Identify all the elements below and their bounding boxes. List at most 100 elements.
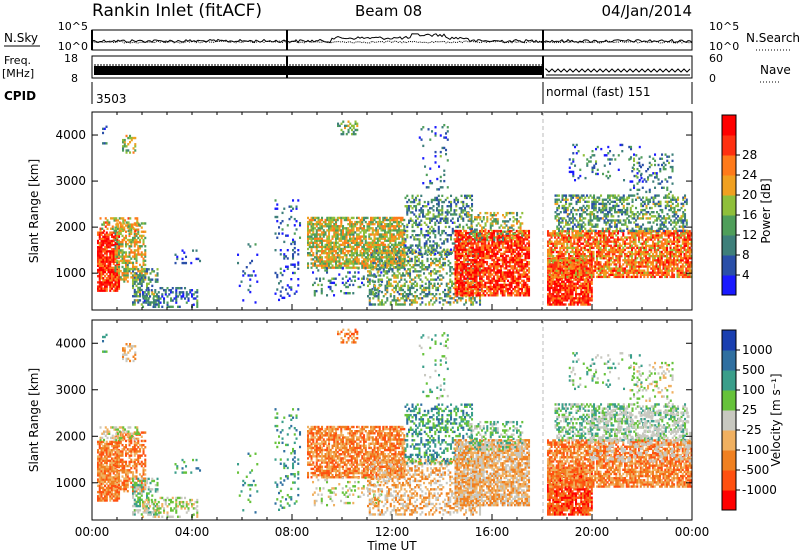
power-echo-cell: [144, 264, 146, 266]
power-echo-cell: [472, 255, 474, 257]
power-echo-cell: [280, 290, 282, 292]
power-echo-cell: [483, 216, 485, 218]
power-echo-cell: [151, 268, 153, 270]
power-echo-cell: [458, 242, 460, 244]
power-echo-cell: [382, 256, 384, 258]
power-echo-cell: [450, 203, 452, 205]
power-echo-cell: [469, 255, 471, 257]
power-echo-cell: [472, 246, 474, 248]
power-echo-cell: [402, 258, 404, 260]
power-echo-cell: [318, 256, 320, 258]
power-echo-cell: [99, 271, 101, 273]
power-echo-cell: [518, 253, 520, 255]
power-echo-cell: [468, 205, 470, 207]
power-echo-cell: [120, 243, 122, 245]
power-echo-cell: [378, 303, 380, 305]
power-echo-cell: [311, 237, 313, 239]
power-echo-cell: [471, 228, 473, 230]
power-echo-cell: [360, 240, 362, 242]
power-echo-cell: [121, 217, 123, 219]
power-echo-cell: [175, 289, 177, 291]
power-echo-cell: [339, 229, 341, 231]
power-echo-cell: [115, 270, 117, 272]
power-echo-cell: [415, 199, 417, 201]
power-echo-cell: [356, 256, 358, 258]
power-echo-cell: [446, 295, 448, 297]
power-echo-cell: [470, 299, 472, 301]
power-echo-cell: [354, 252, 356, 254]
power-echo-cell: [469, 236, 471, 238]
power-echo-cell: [354, 266, 356, 268]
power-echo-cell: [325, 244, 327, 246]
power-echo-cell: [518, 226, 520, 228]
power-echo-cell: [411, 303, 413, 305]
power-echo-cell: [438, 211, 440, 213]
power-echo-cell: [453, 293, 455, 295]
power-echo-cell: [437, 287, 439, 289]
power-echo-cell: [104, 252, 106, 254]
power-echo-cell: [452, 242, 454, 244]
power-echo-cell: [363, 231, 365, 233]
power-echo-cell: [312, 284, 314, 286]
power-echo-cell: [143, 274, 145, 276]
power-echo-cell: [463, 288, 465, 290]
power-echo-cell: [551, 295, 553, 297]
power-echo-cell: [511, 290, 513, 292]
power-echo-cell: [113, 269, 115, 271]
power-echo-cell: [507, 240, 509, 242]
power-echo-cell: [395, 262, 397, 264]
power-echo-cell: [139, 281, 141, 283]
power-echo-cell: [549, 303, 551, 305]
power-echo-cell: [420, 274, 422, 276]
power-echo-cell: [441, 205, 443, 207]
power-echo-cell: [431, 244, 433, 246]
power-echo-cell: [122, 235, 124, 237]
power-echo-cell: [442, 268, 444, 270]
power-echo-cell: [120, 251, 122, 253]
power-echo-cell: [516, 282, 518, 284]
power-echo-cell: [434, 199, 436, 201]
power-echo-cell: [136, 239, 138, 241]
power-echo-cell: [115, 239, 117, 241]
power-echo-cell: [356, 227, 358, 229]
power-echo-cell: [456, 234, 458, 236]
power-echo-cell: [143, 243, 145, 245]
power-echo-cell: [344, 292, 346, 294]
power-echo-cell: [469, 195, 471, 197]
power-echo-cell: [456, 299, 458, 301]
power-echo-cell: [498, 269, 500, 271]
power-echo-cell: [474, 284, 476, 286]
power-echo-cell: [498, 288, 500, 290]
power-echo-cell: [412, 197, 414, 199]
power-echo-cell: [526, 242, 528, 244]
power-echo-cell: [361, 221, 363, 223]
power-echo-cell: [477, 290, 479, 292]
power-echo-cell: [488, 278, 490, 280]
power-echo-cell: [497, 222, 499, 224]
power-echo-cell: [296, 220, 298, 222]
power-echo-cell: [465, 265, 467, 267]
power-echo-cell: [426, 240, 428, 242]
power-echo-cell: [471, 195, 473, 197]
power-echo-cell: [136, 223, 138, 225]
power-echo-cell: [461, 207, 463, 209]
power-echo-cell: [321, 225, 323, 227]
power-echo-cell: [111, 279, 113, 281]
power-echo-cell: [505, 273, 507, 275]
power-echo-cell: [345, 282, 347, 284]
power-echo-cell: [502, 253, 504, 255]
power-echo-cell: [132, 251, 134, 253]
power-echo-cell: [358, 229, 360, 231]
power-echo-cell: [460, 267, 462, 269]
power-echo-cell: [106, 258, 108, 260]
power-echo-cell: [456, 292, 458, 294]
power-echo-cell: [113, 240, 115, 242]
power-echo-cell: [115, 219, 117, 221]
power-echo-cell: [360, 223, 362, 225]
power-echo-cell: [328, 217, 330, 219]
power-echo-cell: [436, 215, 438, 217]
power-echo-cell: [109, 254, 111, 256]
power-echo-cell: [363, 275, 365, 277]
power-echo-cell: [509, 288, 511, 290]
